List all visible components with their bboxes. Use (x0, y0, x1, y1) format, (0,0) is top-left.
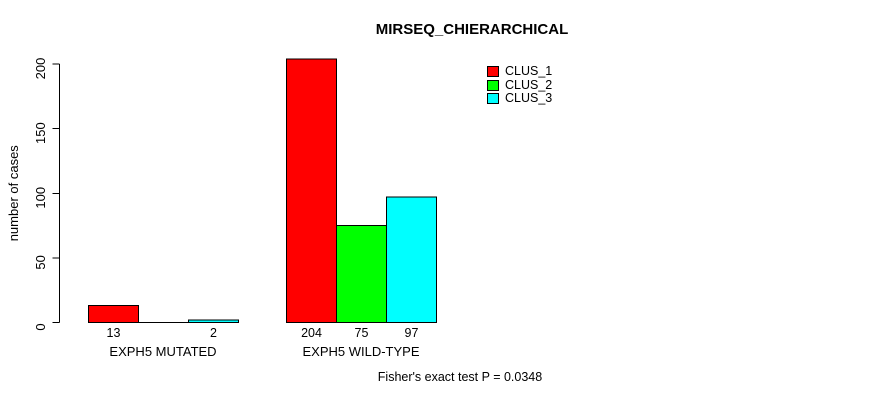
bar-value-label: 13 (107, 326, 121, 340)
legend-label-clus1: CLUS_1 (505, 64, 553, 78)
y-axis-tick-label: 200 (33, 58, 48, 80)
y-axis-tick-label: 0 (33, 323, 48, 330)
legend-label-clus2: CLUS_2 (505, 77, 553, 92)
bar-value-label: 75 (355, 326, 369, 340)
bar-value-label: 2 (210, 326, 217, 340)
legend-swatch-clus3 (487, 93, 499, 105)
y-axis-tick-label: 100 (33, 187, 48, 209)
bar-clus_1-1 (286, 58, 337, 324)
bar-clus_2-1 (336, 225, 387, 323)
bar-clus_1-0 (88, 305, 139, 324)
bar-value-label: 97 (405, 326, 419, 340)
y-axis-title: number of cases (6, 145, 21, 242)
legend-label-clus3: CLUS_3 (505, 91, 553, 105)
legend-item-clus3: CLUS_3 (487, 91, 553, 106)
legend-swatch-clus2 (487, 79, 499, 91)
bar-clus_3-0 (188, 319, 239, 324)
y-axis-tick-label: 50 (33, 255, 48, 269)
bar-clus_3-1 (386, 196, 437, 323)
chart-title: MIRSEQ_CHIERARCHICAL (375, 21, 569, 38)
bar-value-label: 204 (301, 326, 322, 340)
chart-legend: CLUS_1 CLUS_2 CLUS_3 (487, 64, 553, 106)
x-axis-category-label: EXPH5 MUTATED (109, 344, 216, 359)
legend-swatch-clus1 (487, 66, 499, 78)
legend-item-clus1: CLUS_1 (487, 64, 553, 79)
fisher-test-annotation: Fisher's exact test P = 0.0348 (377, 370, 543, 384)
legend-item-clus2: CLUS_2 (487, 77, 553, 93)
y-axis-tick-label: 150 (33, 122, 48, 144)
x-axis-category-label: EXPH5 WILD-TYPE (302, 344, 419, 359)
